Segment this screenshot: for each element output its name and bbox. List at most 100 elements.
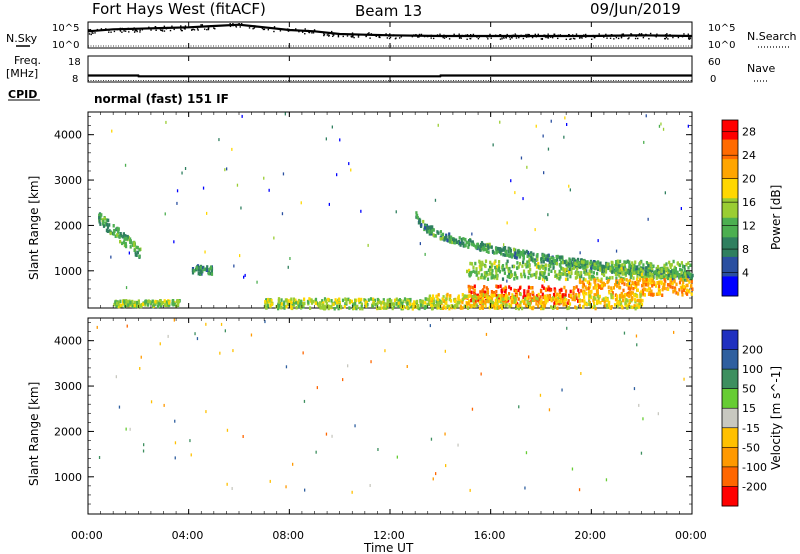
sparse-echo <box>615 249 618 253</box>
heatmap-cell <box>657 270 661 275</box>
sparse-echo <box>219 351 221 355</box>
heatmap-cell <box>567 299 570 303</box>
sparse-echo <box>542 278 544 281</box>
heatmap-cell <box>431 304 434 308</box>
heatmap-cell <box>522 301 526 305</box>
heatmap-cell <box>123 240 126 245</box>
heatmap-cell <box>310 301 314 305</box>
noise-point <box>623 35 626 37</box>
heatmap-cell <box>524 294 527 299</box>
noise-point <box>515 37 518 39</box>
noise-point <box>442 36 444 39</box>
noise-point <box>667 38 669 40</box>
heatmap-cell <box>497 299 501 303</box>
freq-tick-left-top: 18 <box>68 57 81 68</box>
heatmap-cell <box>563 296 566 300</box>
heatmap-cell <box>136 250 139 255</box>
noise-point <box>157 27 159 29</box>
heatmap-cell <box>407 306 410 310</box>
colorbar-tick-label: -15 <box>742 422 760 435</box>
heatmap-cell <box>539 288 543 293</box>
noise-point <box>268 27 270 29</box>
noise-point <box>92 32 94 34</box>
noise-point <box>279 30 282 32</box>
heatmap-cell <box>644 279 647 283</box>
sparse-echo <box>224 168 226 172</box>
heatmap-cell <box>319 306 322 310</box>
noise-point <box>635 35 637 38</box>
heatmap-cell <box>325 301 328 306</box>
heatmap-cell <box>283 304 286 308</box>
heatmap-cell <box>456 240 459 244</box>
noise-point <box>323 34 325 37</box>
heatmap-cell <box>112 232 115 236</box>
noise-point <box>91 32 93 34</box>
heatmap-cell <box>508 266 511 271</box>
sparse-echo <box>342 378 344 382</box>
heatmap-cell <box>468 287 471 291</box>
heatmap-cell <box>105 228 108 233</box>
heatmap-cell <box>638 298 641 303</box>
heatmap-cell <box>511 253 514 257</box>
heatmap-cell <box>592 286 595 290</box>
heatmap-cell <box>326 304 329 308</box>
heatmap-cell <box>415 299 419 304</box>
heatmap-cell <box>653 280 656 285</box>
noise-point <box>94 32 96 34</box>
noise-point <box>459 36 461 38</box>
heatmap-cell <box>501 303 504 308</box>
heatmap-cell <box>553 287 556 291</box>
sparse-echo <box>218 138 220 142</box>
heatmap-cell <box>638 278 641 282</box>
heatmap-cell <box>524 251 527 255</box>
heatmap-cell <box>116 301 119 306</box>
heatmap-cell <box>277 297 281 301</box>
noise-point <box>687 37 690 39</box>
heatmap-cell <box>515 294 519 298</box>
colorbar-segment <box>722 276 738 297</box>
heatmap-cell <box>584 291 587 296</box>
heatmap-cell <box>536 294 539 298</box>
heatmap-cell <box>426 302 429 307</box>
heatmap-cell <box>454 304 457 308</box>
heatmap-cell <box>579 278 582 282</box>
heatmap-cell <box>506 259 509 264</box>
heatmap-cell <box>512 247 516 252</box>
heatmap-cell <box>538 297 541 301</box>
noise-point <box>232 23 234 25</box>
sparse-echo <box>543 171 545 175</box>
heatmap-cell <box>517 250 520 254</box>
noise-point <box>469 34 472 36</box>
heatmap-cell <box>588 274 591 279</box>
heatmap-cell <box>574 305 577 309</box>
heatmap-cell <box>388 297 391 302</box>
heatmap-cell <box>620 278 623 282</box>
heatmap-cell <box>479 263 482 267</box>
noise-point <box>196 28 199 30</box>
heatmap-cell <box>650 289 653 293</box>
heatmap-cell <box>437 301 440 305</box>
noise-point <box>214 25 217 27</box>
heatmap-cell <box>579 265 582 269</box>
noise-point <box>200 24 202 26</box>
sparse-echo <box>471 407 474 411</box>
heatmap-cell <box>640 290 643 294</box>
heatmap-cell <box>199 270 202 275</box>
heatmap-cell <box>661 293 664 297</box>
noise-point <box>501 35 503 37</box>
heatmap-cell <box>628 299 632 303</box>
heatmap-cell <box>285 305 288 309</box>
noise-point <box>141 29 144 31</box>
heatmap-cell <box>453 240 456 245</box>
heatmap-cell <box>628 263 631 267</box>
heatmap-cell <box>502 287 505 291</box>
heatmap-cell <box>448 304 451 309</box>
heatmap-cell <box>552 292 556 297</box>
sparse-echo <box>548 408 551 412</box>
heatmap-cell <box>658 284 661 289</box>
heatmap-cell <box>541 303 544 308</box>
heatmap-cell <box>527 250 530 255</box>
sparse-echo <box>469 488 471 492</box>
heatmap-cell <box>603 300 606 304</box>
